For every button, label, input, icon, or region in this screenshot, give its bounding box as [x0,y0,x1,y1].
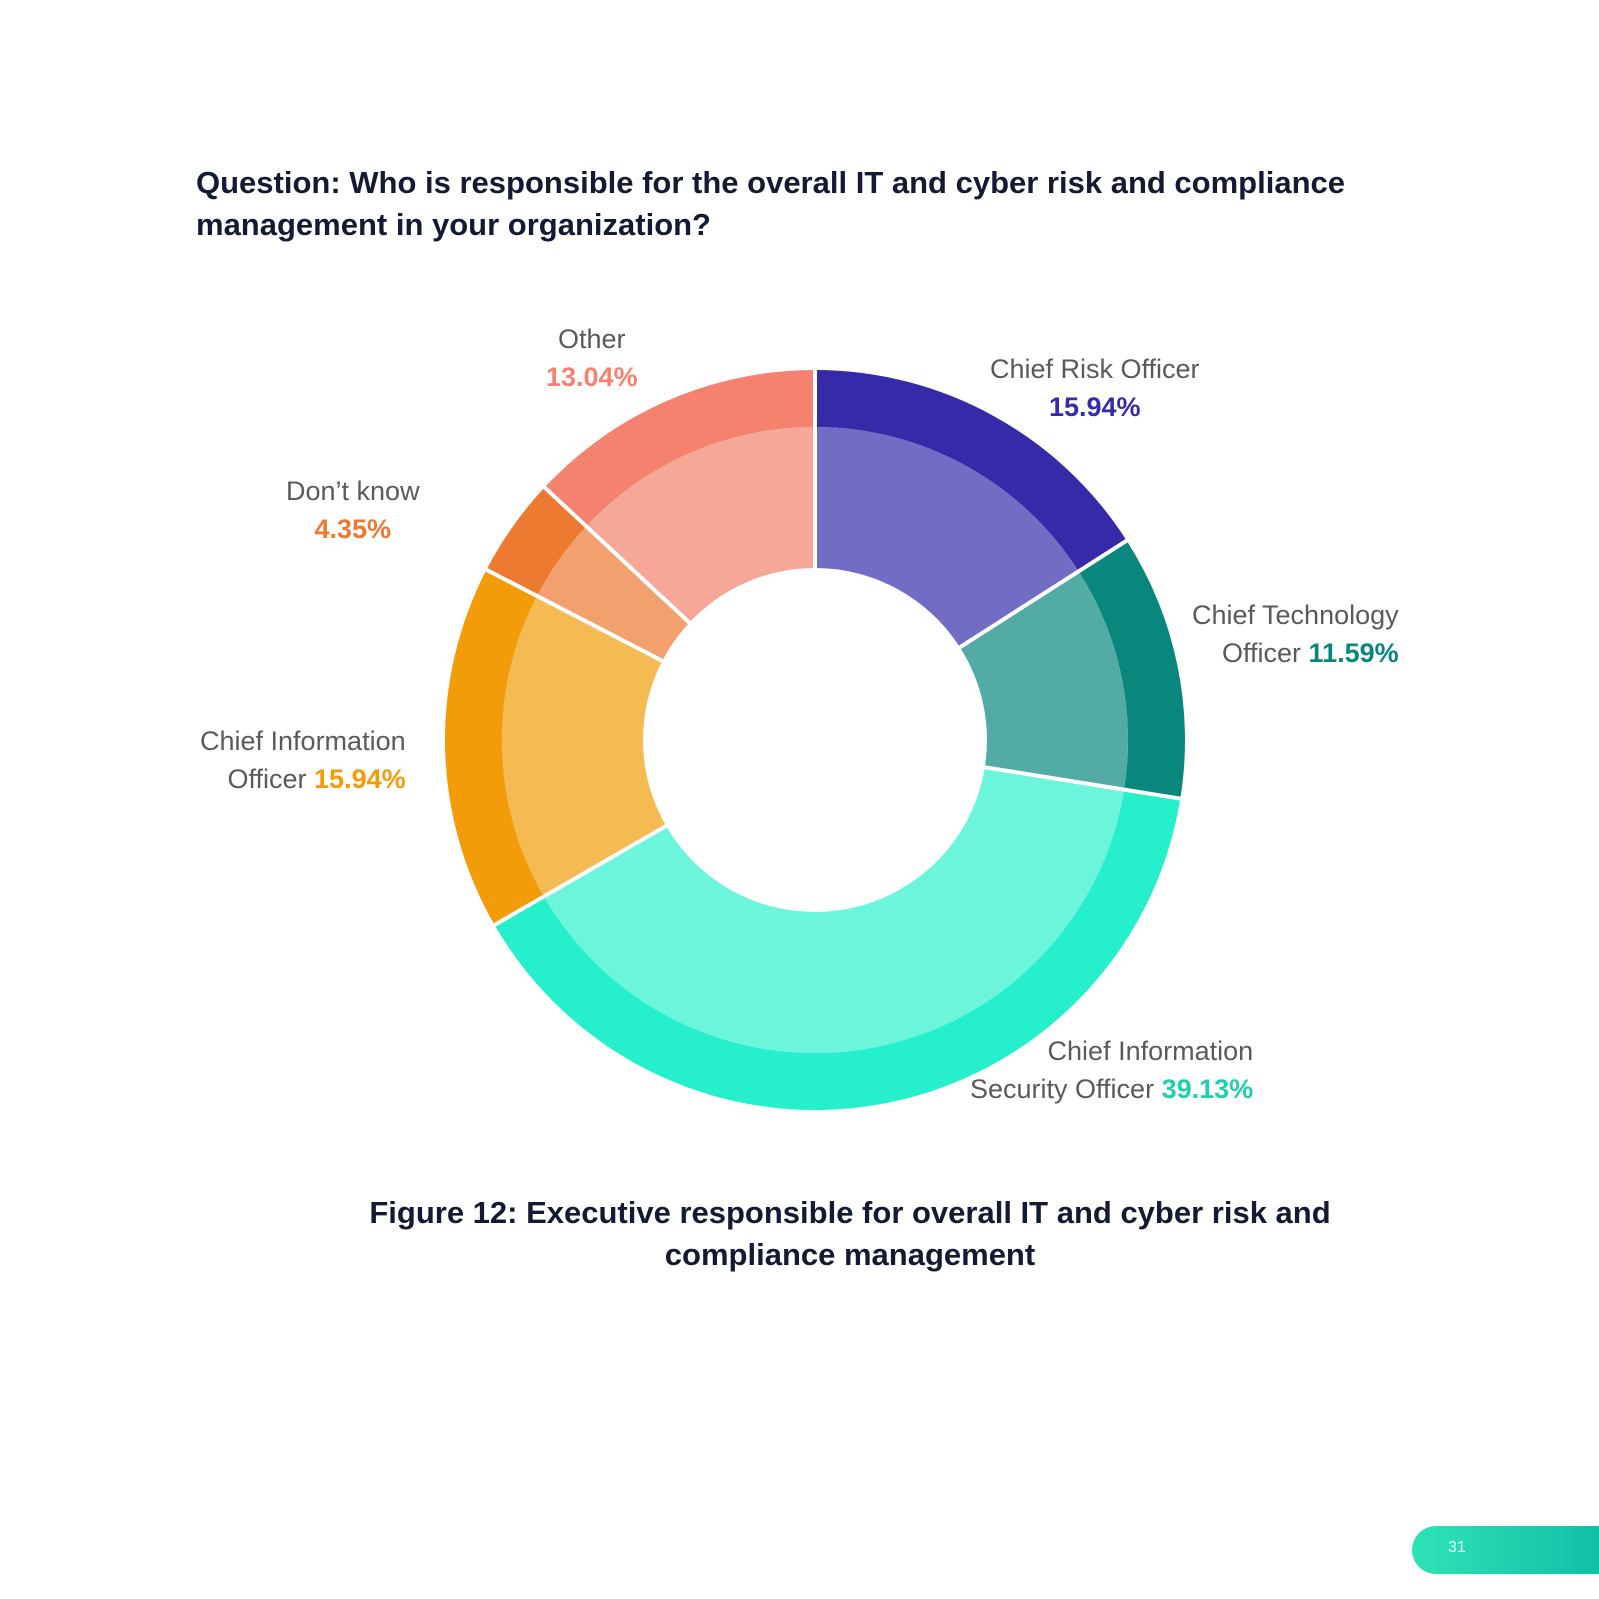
slice-label-value: 4.35% [314,514,392,544]
slice-inner-band [501,596,667,897]
slice-separator [483,567,665,664]
slice-label-chief-technology-officer: Chief Technology Officer 11.59% [1192,596,1399,672]
slice-label-dont-know: Don’t know 4.35% [286,472,420,548]
slice-outer-band [815,370,1127,572]
slice-label-value: 15.94% [314,764,406,794]
slice-outer-band [445,569,544,925]
slice-outer-band [544,370,815,527]
slice-label-value: 13.04% [546,362,638,392]
slice-chief-information-officer [445,569,667,925]
slice-label-name: Officer [1222,638,1302,668]
slice-label-name: Chief Information [1047,1036,1254,1066]
slice-label-chief-information-security-officer: Chief Information Security Officer 39.13… [970,1032,1253,1108]
question-line-1: Question: Who is responsible for the ove… [196,165,1345,200]
slice-label-name: Chief Risk Officer [990,354,1200,384]
slice-label-value: 39.13% [1161,1074,1254,1104]
slice-other [544,370,815,623]
slice-label-name: Chief Information [200,726,406,756]
slice-label-value: 11.59% [1308,638,1399,668]
slice-inner-band [537,526,690,661]
slice-label-name: Don’t know [286,476,420,506]
question-line-2: management in your organization? [196,207,711,242]
slice-label-name: Other [558,324,626,354]
slice-inner-band [543,767,1125,1053]
page-number: 31 [1448,1539,1466,1556]
slice-separator [957,537,1130,650]
slice-label-name: Officer [227,764,307,794]
slice-inner-band [959,571,1128,790]
slice-outer-band [486,487,587,597]
slice-outer-band [1078,540,1185,799]
slice-separator [491,823,668,928]
slice-inner-band [586,427,815,623]
slice-inner-band [815,427,1079,648]
slice-don-t-know [486,487,690,661]
slice-chief-information-security-officer [494,767,1181,1110]
figure-caption: Figure 12: Executive responsible for ove… [300,1192,1400,1276]
slice-label-name: Security Officer [970,1074,1155,1104]
caption-line-2: compliance management [664,1237,1036,1272]
slice-label-other: Other 13.04% [546,320,638,396]
slice-separator [541,484,692,625]
slice-chief-technology-officer [959,540,1185,799]
slice-outer-band [494,789,1181,1110]
caption-line-1: Figure 12: Executive responsible for ove… [369,1195,1331,1230]
slice-label-chief-risk-officer: Chief Risk Officer 15.94% [990,350,1200,426]
question-title: Question: Who is responsible for the ove… [196,162,1396,246]
slice-label-value: 15.94% [1048,392,1141,422]
slice-label-name: Chief Technology [1192,600,1399,630]
slice-separator [983,765,1183,801]
slice-chief-risk-officer [815,370,1127,648]
slice-label-chief-information-officer: Chief Information Officer 15.94% [200,722,406,798]
page-number-badge: 31 [1412,1526,1599,1574]
